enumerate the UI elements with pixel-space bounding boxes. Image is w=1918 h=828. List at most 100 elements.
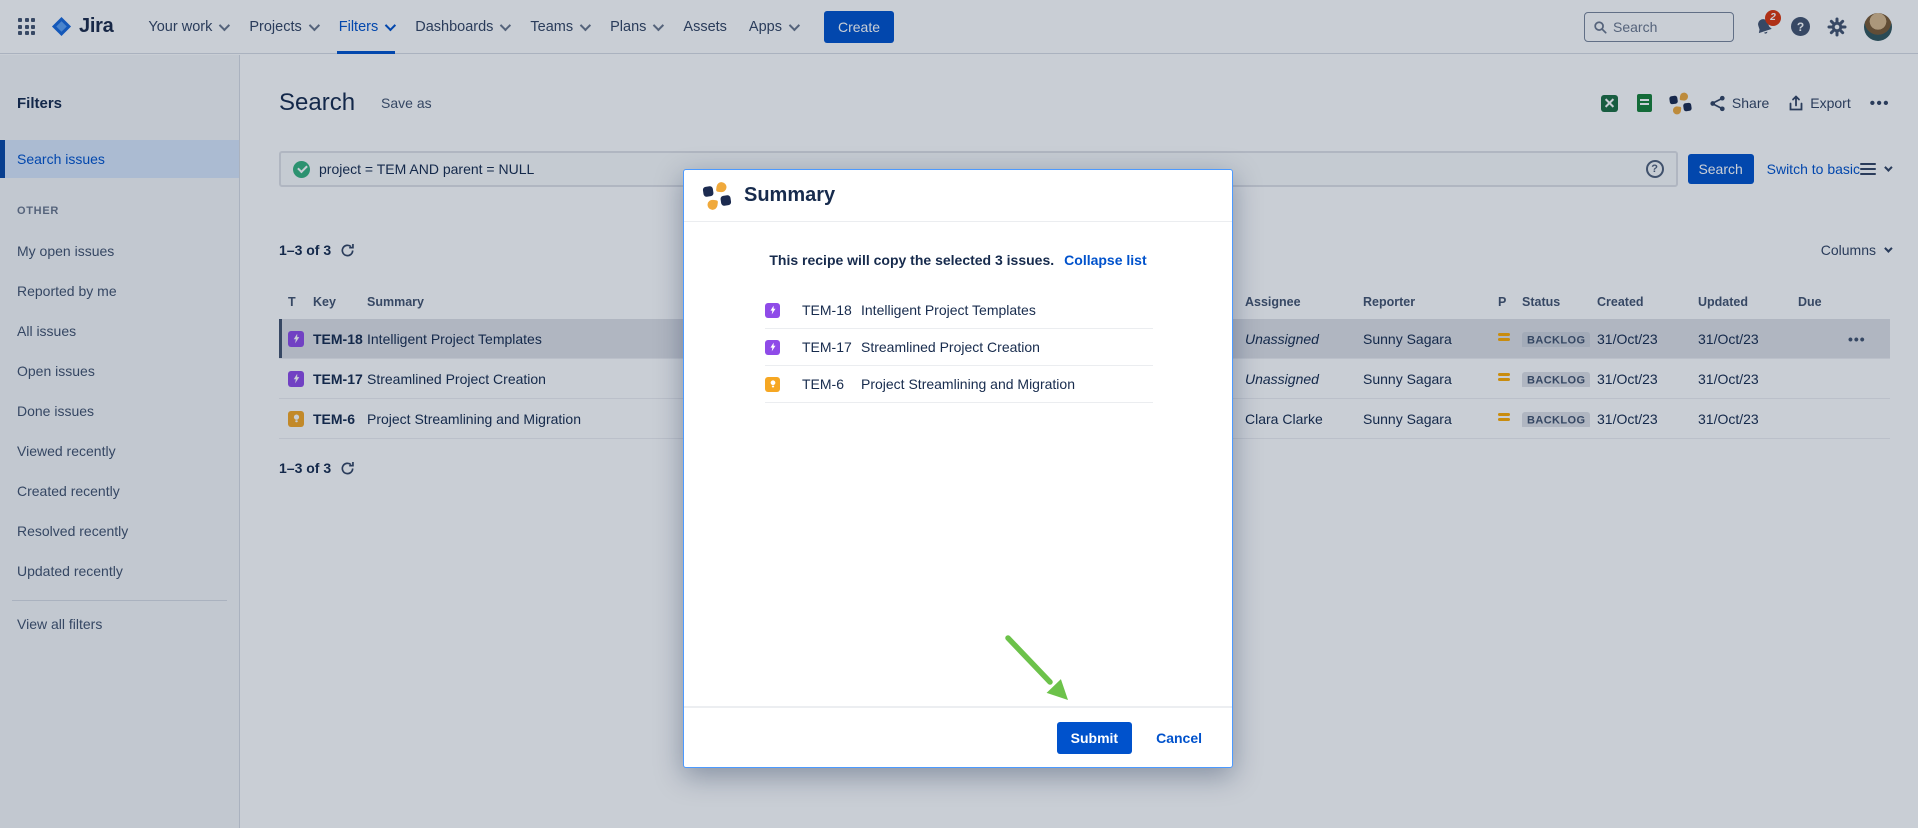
col-header-assignee[interactable]: Assignee (1245, 295, 1301, 309)
sidebar-item[interactable]: Done issues (0, 391, 239, 431)
scriptrunner-icon (702, 180, 732, 210)
search-button[interactable]: Search (1687, 154, 1754, 184)
nav-item[interactable]: Assets (672, 0, 738, 54)
nav-item-label: Plans (610, 18, 647, 35)
issue-type-icon (765, 302, 780, 318)
dialog-issue-summary: Streamlined Project Creation (861, 339, 1040, 355)
sidebar-item[interactable]: Resolved recently (0, 511, 239, 551)
col-header-summary[interactable]: Summary (367, 295, 424, 309)
switch-to-basic-link[interactable]: Switch to basic (1766, 161, 1860, 177)
share-button[interactable]: Share (1709, 95, 1769, 112)
nav-search-input[interactable] (1613, 18, 1713, 35)
nav-item-label: Projects (249, 18, 302, 35)
col-header-reporter[interactable]: Reporter (1363, 295, 1416, 309)
col-header-status[interactable]: Status (1522, 295, 1561, 309)
sidebar-item-search-issues[interactable]: Search issues (0, 140, 239, 178)
refresh-button-bottom[interactable] (340, 461, 355, 476)
save-as-button[interactable]: Save as (381, 95, 432, 111)
refresh-button[interactable] (340, 243, 355, 258)
issue-summary[interactable]: Project Streamlining and Migration (367, 410, 581, 427)
issue-assignee: Unassigned (1245, 370, 1319, 387)
issue-key-link[interactable]: TEM-6 (313, 410, 355, 427)
app-switcher-icon[interactable] (18, 18, 35, 35)
refresh-icon (341, 243, 354, 256)
sidebar-item[interactable]: Open issues (0, 351, 239, 391)
submit-button[interactable]: Submit (1056, 721, 1133, 754)
nav-item[interactable]: Teams (519, 0, 599, 54)
sidebar-item-label: Created recently (17, 483, 120, 499)
sidebar-item-label: Viewed recently (17, 443, 116, 459)
priority-medium-icon (1498, 330, 1510, 344)
status-badge: BACKLOG (1522, 412, 1591, 427)
nav-item[interactable]: Apps (738, 0, 808, 54)
sidebar-item[interactable]: All issues (0, 311, 239, 351)
create-button[interactable]: Create (823, 10, 895, 43)
collapse-list-link[interactable]: Collapse list (1064, 252, 1147, 268)
nav-item[interactable]: Plans (599, 0, 672, 54)
issue-key-link[interactable]: TEM-17 (313, 370, 363, 387)
dialog-message: This recipe will copy the selected 3 iss… (769, 252, 1055, 268)
nav-item[interactable]: Your work (137, 0, 238, 54)
view-options-button[interactable] (1860, 160, 1893, 178)
status-badge: BACKLOG (1522, 332, 1591, 347)
col-header-priority[interactable]: P (1498, 295, 1507, 309)
sidebar-item[interactable]: Reported by me (0, 271, 239, 311)
col-header-updated[interactable]: Updated (1698, 295, 1748, 309)
sidebar-item[interactable]: Viewed recently (0, 431, 239, 471)
settings-button[interactable] (1827, 17, 1847, 37)
col-header-created[interactable]: Created (1597, 295, 1644, 309)
columns-dropdown[interactable]: Columns (1821, 242, 1893, 258)
col-header-key[interactable]: Key (313, 295, 336, 309)
issue-summary[interactable]: Streamlined Project Creation (367, 370, 546, 387)
row-actions-button[interactable]: ••• (1848, 330, 1866, 347)
issue-type-icon (765, 376, 780, 392)
issue-updated-date: 31/Oct/23 (1698, 330, 1759, 347)
scriptrunner-button[interactable] (1668, 91, 1692, 115)
sidebar-item-label: Reported by me (17, 283, 117, 299)
issue-created-date: 31/Oct/23 (1597, 410, 1658, 427)
dialog-issue-row: TEM-6 Project Streamlining and Migration (765, 366, 1153, 403)
chevron-down-icon (1884, 163, 1893, 172)
sidebar-item[interactable]: My open issues (0, 231, 239, 271)
dialog-issue-row: TEM-18 Intelligent Project Templates (765, 292, 1153, 329)
issue-summary[interactable]: Intelligent Project Templates (367, 330, 542, 347)
help-icon: ? (1791, 17, 1810, 36)
sidebar-item[interactable]: Updated recently (0, 551, 239, 591)
filters-sidebar: Filters Search issues OTHER My open issu… (0, 55, 240, 828)
col-header-due[interactable]: Due (1798, 295, 1822, 309)
status-badge: BACKLOG (1522, 372, 1591, 387)
notifications-button[interactable]: 2 (1754, 9, 1781, 37)
issue-reporter: Sunny Sagara (1363, 370, 1452, 387)
issue-type-icon (288, 370, 304, 387)
export-button[interactable]: Export (1788, 95, 1851, 112)
priority-medium-icon (1498, 370, 1510, 384)
issue-reporter: Sunny Sagara (1363, 410, 1452, 427)
cancel-button[interactable]: Cancel (1156, 729, 1202, 746)
bell-icon (1758, 18, 1772, 34)
search-icon (1594, 20, 1607, 34)
nav-item[interactable]: Filters (328, 0, 404, 54)
dialog-title: Summary (744, 184, 836, 206)
nav-item[interactable]: Dashboards (404, 0, 519, 54)
sidebar-item-label: All issues (17, 323, 77, 339)
user-avatar[interactable] (1864, 12, 1892, 41)
dialog-issue-key-link[interactable]: TEM-18 (802, 302, 852, 318)
more-actions-button[interactable]: ••• (1869, 94, 1890, 112)
sidebar-item[interactable]: Created recently (0, 471, 239, 511)
dialog-issue-key-link[interactable]: TEM-17 (802, 339, 852, 355)
jql-help-icon[interactable]: ? (1645, 160, 1664, 178)
issue-key-link[interactable]: TEM-18 (313, 330, 363, 347)
jira-logo[interactable]: Jira (51, 15, 114, 38)
help-button[interactable]: ? (1791, 17, 1810, 36)
export-excel-button[interactable] (1600, 94, 1618, 112)
view-all-filters-link[interactable]: View all filters (17, 616, 103, 632)
dialog-issue-key-link[interactable]: TEM-6 (802, 376, 844, 392)
dialog-issue-list: TEM-18 Intelligent Project Templates TEM… (765, 292, 1153, 403)
nav-item-label: Teams (530, 18, 574, 35)
export-sheets-button[interactable] (1636, 94, 1652, 112)
col-header-type[interactable]: T (288, 295, 296, 309)
export-icon (1789, 95, 1803, 110)
issue-reporter: Sunny Sagara (1363, 330, 1452, 347)
nav-search[interactable] (1584, 11, 1734, 42)
nav-item[interactable]: Projects (238, 0, 327, 54)
